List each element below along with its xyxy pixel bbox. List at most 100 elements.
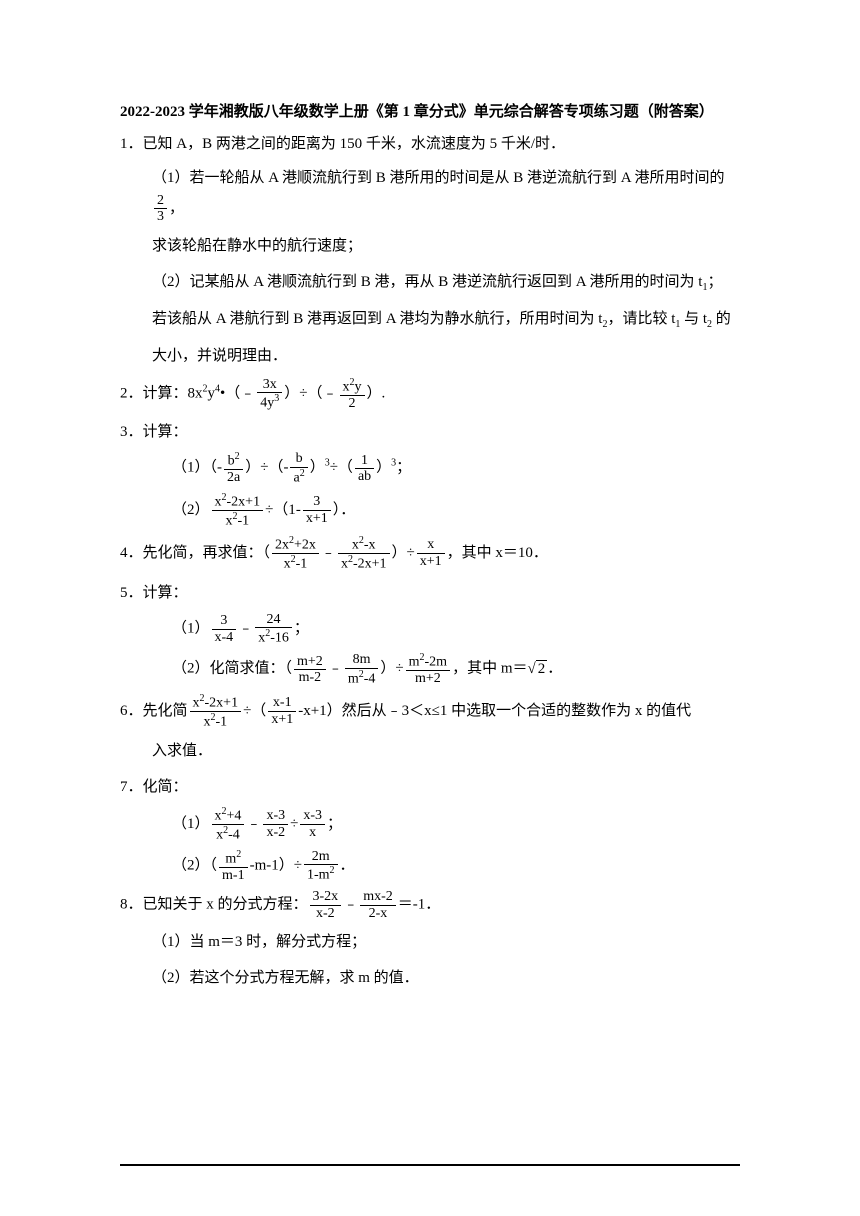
- text: 6．先化简: [120, 703, 188, 719]
- problem-1-sub2-line3: 大小，并说明理由．: [120, 341, 740, 371]
- problem-5-sub2: （2）化简求值：（m+2m-2﹣8mm2-4）÷m2-2mm+2，其中 m＝2．: [120, 652, 740, 686]
- text: （1）当 m＝3 时，解分式方程；: [152, 934, 366, 950]
- problem-4: 4．先化简，再求值：（2x2+2xx2-1﹣x2-xx2-2x+1）÷xx+1，…: [120, 535, 740, 572]
- text: ）: [310, 460, 325, 476]
- fraction: 23: [154, 193, 167, 225]
- fraction: x-3x-2: [263, 808, 288, 840]
- fraction: x2y2: [340, 377, 365, 411]
- fraction: 3-2xx-2: [310, 889, 342, 921]
- text: ﹣: [328, 661, 343, 677]
- text: -x+1）然后从﹣3＜x≤1 中选取一个合适的整数作为 x 的值代: [298, 703, 691, 719]
- fraction: 8mm2-4: [345, 652, 379, 686]
- fraction: xx+1: [417, 537, 445, 569]
- text: （1）若一轮船从 A 港顺流航行到 B 港所用的时间是从 B 港逆流航行到 A …: [152, 170, 725, 186]
- text: ．: [340, 858, 355, 874]
- fraction: x2-2x+1x2-1: [212, 492, 264, 529]
- text: ）÷: [380, 661, 403, 677]
- text: ）÷（: [245, 460, 283, 476]
- text: 3．计算：: [120, 424, 188, 440]
- text: ，: [169, 200, 184, 216]
- problem-5-sub1: （1）3x-4﹣24x2-16；: [120, 612, 740, 646]
- text: 与 t: [680, 311, 707, 327]
- text: ÷（: [243, 703, 266, 719]
- fraction: b22a: [224, 451, 243, 485]
- text: （1）: [172, 816, 210, 832]
- problem-1-sub1: （1）若一轮船从 A 港顺流航行到 B 港所用的时间是从 B 港逆流航行到 A …: [120, 163, 740, 225]
- text: ，其中 x＝10．: [447, 545, 548, 561]
- fraction: 2m1-m2: [304, 849, 338, 883]
- text: ；: [396, 460, 411, 476]
- fraction: x2-xx2-2x+1: [338, 535, 390, 572]
- fraction: 24x2-16: [255, 612, 292, 646]
- problem-3: 3．计算：: [120, 417, 740, 447]
- text: （2）（: [172, 858, 217, 874]
- problem-1: 1．已知 A，B 两港之间的距离为 150 千米，水流速度为 5 千米/时．: [120, 129, 740, 159]
- problem-7-sub2: （2）（m2m-1-m-1）÷2m1-m2．: [120, 849, 740, 883]
- problem-3-sub1: （1）（-b22a）÷（-ba2）3÷（1ab）3；: [120, 451, 740, 485]
- fraction: x2-2x+1x2-1: [190, 693, 242, 730]
- problem-1-sub2-line2: 若该船从 A 港航行到 B 港再返回到 A 港均为静水航行，所用时间为 t2，请…: [120, 304, 740, 335]
- problem-8-sub1: （1）当 m＝3 时，解分式方程；: [120, 927, 740, 957]
- problem-2: 2．计算：8x2y4•（﹣3x4y3）÷（﹣x2y2）.: [120, 377, 740, 411]
- text: 4．先化简，再求值：（: [120, 545, 270, 561]
- fraction: 3x+1: [303, 494, 331, 526]
- sqrt: 2: [528, 654, 548, 684]
- text: 7．化简：: [120, 779, 188, 795]
- text: ）÷: [392, 545, 415, 561]
- fraction: x-1x+1: [268, 695, 296, 727]
- text: ）．: [333, 502, 356, 518]
- text: ）.: [367, 385, 386, 401]
- text: ）÷（﹣: [284, 385, 337, 401]
- text: ．: [547, 661, 562, 677]
- fraction: 1ab: [355, 453, 374, 485]
- problem-6-line2: 入求值．: [120, 736, 740, 766]
- text: ＝-1．: [398, 897, 441, 913]
- text: ﹣: [246, 816, 261, 832]
- text: 5．计算：: [120, 585, 188, 601]
- text: ；: [294, 621, 309, 637]
- fraction: m+2m-2: [294, 654, 326, 686]
- text: 的: [712, 311, 731, 327]
- text: （2）记某船从 A 港顺流航行到 B 港，再从 B 港逆流航行返回到 A 港所用…: [152, 274, 702, 290]
- fraction: x-3x: [300, 808, 325, 840]
- problem-3-sub2: （2）x2-2x+1x2-1÷（1-3x+1）．: [120, 492, 740, 529]
- fraction: m2-2mm+2: [406, 652, 450, 686]
- problem-1-sub2: （2）记某船从 A 港顺流航行到 B 港，再从 B 港逆流航行返回到 A 港所用…: [120, 267, 740, 298]
- text: ﹣: [321, 545, 336, 561]
- problem-8-sub2: （2）若这个分式方程无解，求 m 的值．: [120, 963, 740, 993]
- fraction: x2+4x2-4: [212, 806, 245, 843]
- text: y: [208, 385, 216, 401]
- text: ，请比较 t: [607, 311, 675, 327]
- text: 2．计算：8x: [120, 385, 203, 401]
- problem-7: 7．化简：: [120, 772, 740, 802]
- problem-5: 5．计算：: [120, 578, 740, 608]
- problem-6: 6．先化简x2-2x+1x2-1÷（x-1x+1-x+1）然后从﹣3＜x≤1 中…: [120, 693, 740, 730]
- problem-1-sub1-line2: 求该轮船在静水中的航行速度；: [120, 231, 740, 261]
- fraction: m2m-1: [219, 849, 248, 883]
- fraction: 3x-4: [212, 613, 237, 645]
- fraction: 2x2+2xx2-1: [272, 535, 319, 572]
- text: 大小，并说明理由．: [152, 348, 287, 364]
- page-title: 2022-2023 学年湘教版八年级数学上册《第 1 章分式》单元综合解答专项练…: [120, 100, 740, 121]
- text: 入求值．: [152, 743, 212, 759]
- fraction: mx-22-x: [360, 889, 396, 921]
- text: 8．已知关于 x 的分式方程：: [120, 897, 308, 913]
- text: ，其中 m＝: [452, 661, 527, 677]
- text: ；: [707, 274, 722, 290]
- problem-8: 8．已知关于 x 的分式方程：3-2xx-2﹣mx-22-x＝-1．: [120, 889, 740, 921]
- text: （1）: [172, 621, 210, 637]
- text: ÷（1: [265, 502, 296, 518]
- fraction: 3x4y3: [257, 377, 282, 411]
- problem-7-sub1: （1）x2+4x2-4﹣x-3x-2÷x-3x；: [120, 806, 740, 843]
- text: ﹣: [238, 621, 253, 637]
- text: ）: [376, 460, 391, 476]
- text: ﹣: [343, 897, 358, 913]
- text: ；: [327, 816, 342, 832]
- footer-separator: [120, 1164, 740, 1166]
- fraction: ba2: [290, 451, 307, 485]
- text: 若该船从 A 港航行到 B 港再返回到 A 港均为静水航行，所用时间为 t: [152, 311, 602, 327]
- text: （1）（: [172, 460, 217, 476]
- text: （2）: [172, 502, 210, 518]
- text: 求该轮船在静水中的航行速度；: [152, 238, 362, 254]
- text: •（﹣: [220, 385, 255, 401]
